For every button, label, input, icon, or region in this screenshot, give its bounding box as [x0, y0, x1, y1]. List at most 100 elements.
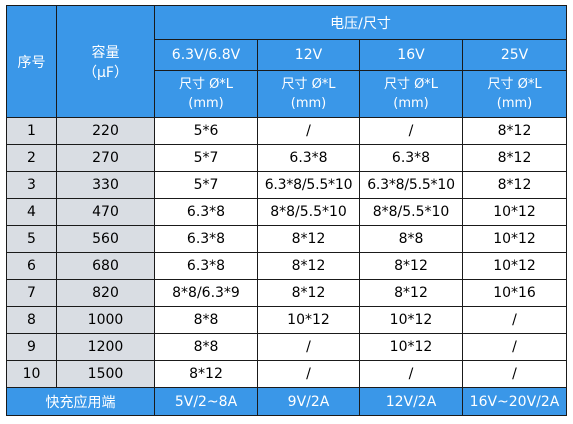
- row-size-6v3: 6.3*8: [154, 225, 258, 253]
- header-capacity-label: 容量: [91, 44, 120, 61]
- footer-value-16v: 12V/2A: [359, 387, 463, 416]
- row-size-12v: 8*8/5.5*10: [257, 198, 360, 226]
- row-size-16v: 8*8: [359, 225, 463, 253]
- table-row: 7 820 8*8/6.3*9 8*12 8*12 10*16: [6, 279, 568, 307]
- row-size-25v: 10*12: [461, 198, 568, 226]
- row-size-25v: /: [461, 306, 568, 334]
- table-row: 5 560 6.3*8 8*12 8*8 10*12: [6, 225, 568, 253]
- row-capacity: 330: [56, 171, 155, 199]
- header-size-3: 尺寸 Ø*L (mm): [359, 70, 463, 118]
- size-label: 尺寸 Ø*L: [281, 77, 336, 92]
- row-capacity: 1500: [56, 360, 155, 388]
- row-size-6v3: 8*8/6.3*9: [154, 279, 258, 307]
- header-row-voltages: 6.3V/6.8V 12V 16V 25V: [6, 39, 568, 71]
- row-size-25v: 8*12: [461, 117, 568, 145]
- row-size-6v3: 5*7: [154, 144, 258, 172]
- row-size-25v: /: [461, 360, 568, 388]
- table-row: 2 270 5*7 6.3*8 6.3*8 8*12: [6, 144, 568, 172]
- row-size-12v: 6.3*8: [257, 144, 360, 172]
- row-size-16v: 10*12: [359, 306, 463, 334]
- header-voltage-3: 16V: [359, 39, 463, 71]
- row-size-25v: /: [461, 333, 568, 361]
- size-unit: (mm): [496, 96, 533, 111]
- row-size-12v: 8*12: [257, 252, 360, 280]
- row-capacity: 820: [56, 279, 155, 307]
- header-capacity-unit: （μF）: [83, 64, 128, 81]
- size-label: 尺寸 Ø*L: [383, 77, 439, 92]
- row-size-16v: /: [359, 360, 463, 388]
- row-index: 4: [6, 198, 57, 226]
- row-size-25v: 8*12: [461, 144, 568, 172]
- table-row: 1 220 5*6 / / 8*12: [6, 117, 568, 145]
- row-size-12v: 10*12: [257, 306, 360, 334]
- header-size-2: 尺寸 Ø*L (mm): [257, 70, 360, 118]
- row-size-6v3: 8*8: [154, 306, 258, 334]
- row-index: 5: [6, 225, 57, 253]
- row-size-6v3: 8*8: [154, 333, 258, 361]
- row-size-16v: /: [359, 117, 463, 145]
- row-size-16v: 8*8/5.5*10: [359, 198, 463, 226]
- table-row: 6 680 6.3*8 8*12 8*12 10*12: [6, 252, 568, 280]
- footer-label: 快充应用端: [6, 387, 155, 416]
- table-row: 8 1000 8*8 10*12 10*12 /: [6, 306, 568, 334]
- row-index: 7: [6, 279, 57, 307]
- row-size-6v3: 5*6: [154, 117, 258, 145]
- table-row: 9 1200 8*8 / 10*12 /: [6, 333, 568, 361]
- row-size-12v: /: [257, 360, 360, 388]
- footer-value-25v: 16V~20V/2A: [461, 387, 568, 416]
- row-index: 10: [6, 360, 57, 388]
- row-size-25v: 10*16: [461, 279, 568, 307]
- footer-value-6v3: 5V/2~8A: [154, 387, 258, 416]
- row-index: 8: [6, 306, 57, 334]
- header-voltage-1: 6.3V/6.8V: [154, 39, 258, 71]
- row-size-12v: /: [257, 117, 360, 145]
- header-voltage-2: 12V: [257, 39, 360, 71]
- header-capacity: 容量 （μF）: [56, 5, 155, 118]
- header-index: 序号: [6, 5, 57, 118]
- row-size-6v3: 5*7: [154, 171, 258, 199]
- header-voltage-4: 25V: [461, 39, 568, 71]
- row-size-25v: 10*12: [461, 252, 568, 280]
- row-capacity: 1000: [56, 306, 155, 334]
- footer-row: 快充应用端 5V/2~8A 9V/2A 12V/2A 16V~20V/2A: [6, 387, 568, 416]
- table-row: 4 470 6.3*8 8*8/5.5*10 8*8/5.5*10 10*12: [6, 198, 568, 226]
- row-size-6v3: 6.3*8: [154, 198, 258, 226]
- row-size-6v3: 8*12: [154, 360, 258, 388]
- capacitor-spec-table: 序号 容量 （μF） 电压/尺寸 6.3V/6.8V 12V 16V 25V 尺…: [6, 5, 568, 416]
- row-size-12v: 6.3*8/5.5*10: [257, 171, 360, 199]
- size-unit: (mm): [188, 96, 224, 111]
- row-index: 2: [6, 144, 57, 172]
- footer-value-12v: 9V/2A: [257, 387, 360, 416]
- size-unit: (mm): [393, 96, 429, 111]
- size-label: 尺寸 Ø*L: [487, 77, 542, 92]
- spec-table-container: 序号 容量 （μF） 电压/尺寸 6.3V/6.8V 12V 16V 25V 尺…: [6, 5, 568, 416]
- header-size-1: 尺寸 Ø*L (mm): [154, 70, 258, 118]
- row-size-16v: 6.3*8: [359, 144, 463, 172]
- row-capacity: 560: [56, 225, 155, 253]
- row-size-12v: 8*12: [257, 225, 360, 253]
- row-index: 9: [6, 333, 57, 361]
- row-size-12v: /: [257, 333, 360, 361]
- row-size-16v: 6.3*8/5.5*10: [359, 171, 463, 199]
- header-row-group: 序号 容量 （μF） 电压/尺寸: [6, 5, 568, 118]
- table-row: 3 330 5*7 6.3*8/5.5*10 6.3*8/5.5*10 8*12: [6, 171, 568, 199]
- row-size-16v: 8*12: [359, 252, 463, 280]
- row-capacity: 1200: [56, 333, 155, 361]
- row-capacity: 220: [56, 117, 155, 145]
- header-voltage-size: 电压/尺寸: [153, 5, 568, 40]
- row-size-6v3: 6.3*8: [154, 252, 258, 280]
- row-index: 3: [6, 171, 57, 199]
- row-index: 6: [6, 252, 57, 280]
- size-label: 尺寸 Ø*L: [178, 77, 234, 92]
- row-size-16v: 8*12: [359, 279, 463, 307]
- table-row: 10 1500 8*12 / / /: [6, 360, 568, 388]
- row-size-16v: 10*12: [359, 333, 463, 361]
- row-size-25v: 8*12: [461, 171, 568, 199]
- size-unit: (mm): [290, 96, 327, 111]
- header-size-4: 尺寸 Ø*L (mm): [461, 70, 568, 118]
- row-capacity: 680: [56, 252, 155, 280]
- row-capacity: 470: [56, 198, 155, 226]
- row-size-12v: 8*12: [257, 279, 360, 307]
- row-size-25v: 10*12: [461, 225, 568, 253]
- row-index: 1: [6, 117, 57, 145]
